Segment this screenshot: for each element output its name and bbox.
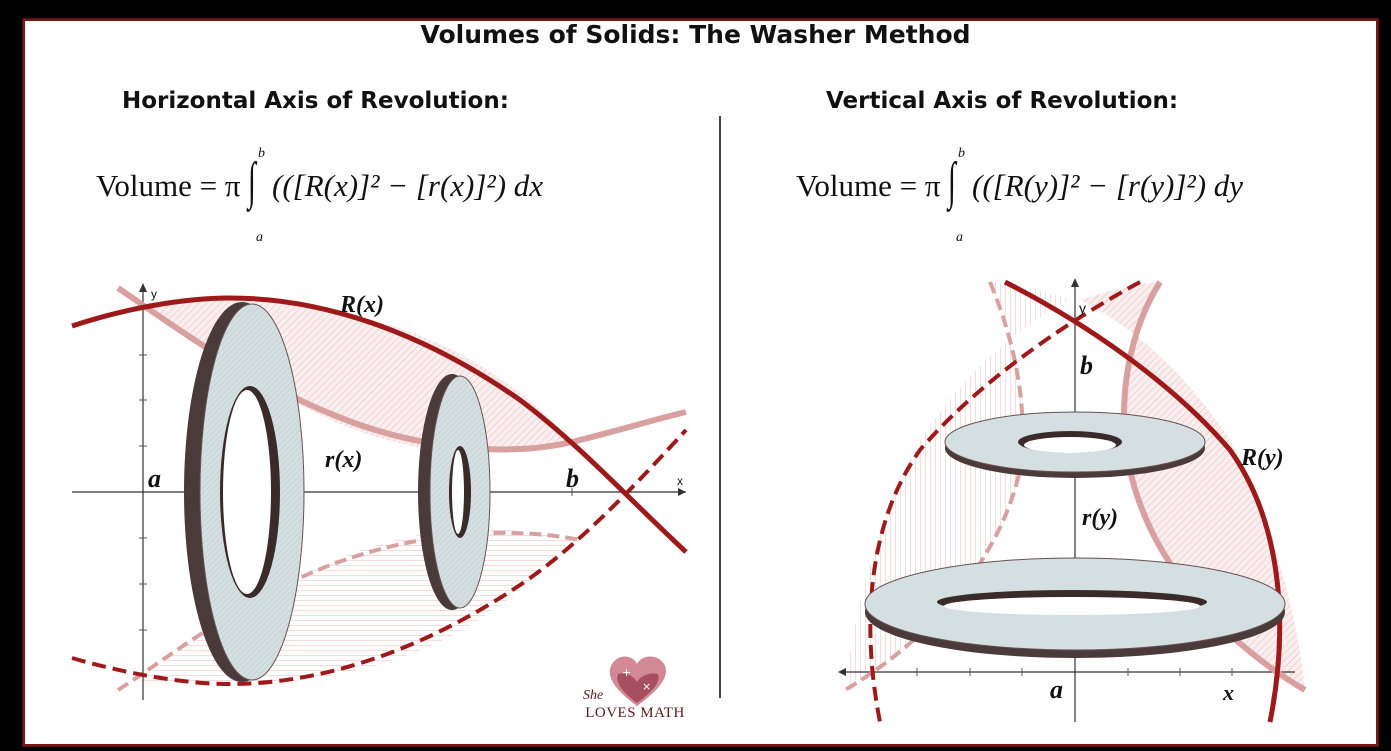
upper-limit: b (958, 146, 965, 161)
vertical-figure: R(y) r(y) a b x y (838, 278, 1307, 723)
integral-sign: ∫ (248, 153, 256, 210)
x-axis-left-arrow (838, 668, 846, 676)
washer-lower (864, 557, 1286, 658)
washer-large (184, 302, 305, 682)
logo-heart-icon: + × (609, 656, 666, 706)
curve-r-left (843, 281, 1025, 692)
y-axis-label: y (1079, 300, 1086, 316)
formula-lhs: Volume = π (96, 168, 241, 203)
curve-r-bottom (116, 530, 581, 692)
y-axis-arrow (1071, 278, 1079, 287)
y-axis-arrow (139, 283, 147, 292)
x-ticks (916, 668, 1233, 676)
divider-line (719, 116, 721, 698)
label-a: a (1050, 675, 1063, 704)
page-title: Volumes of Solids: The Washer Method (420, 20, 971, 49)
washer-small (418, 374, 491, 610)
x-axis-label: x (677, 474, 683, 488)
curve-R-top (71, 295, 688, 554)
label-R-of-y: R(y) (1240, 445, 1284, 471)
curve-R-bottom (71, 428, 688, 687)
heading-horizontal: Horizontal Axis of Revolution: (122, 88, 509, 114)
formula-lhs: Volume = π (796, 168, 941, 203)
logo-script: She (583, 688, 604, 703)
label-R-of-x: R(x) (339, 292, 384, 318)
x-axis-label: x (1222, 680, 1234, 705)
heading-vertical: Vertical Axis of Revolution: (826, 88, 1179, 114)
y-ticks (139, 354, 147, 631)
washer-upper (944, 411, 1206, 478)
y-axis-label: y (151, 287, 157, 301)
lower-limit: a (256, 230, 263, 245)
curve-R-left (868, 280, 1141, 723)
upper-limit: b (258, 146, 265, 161)
svg-text:×: × (642, 680, 651, 693)
label-a: a (148, 464, 161, 493)
lower-limit: a (956, 230, 963, 245)
integral-sign: ∫ (948, 153, 956, 210)
svg-text:+: + (622, 666, 631, 679)
label-r-of-y: r(y) (1082, 505, 1118, 531)
logo-name: LOVES MATH (585, 705, 685, 721)
horizontal-figure: R(x) r(x) a b x y (71, 283, 688, 700)
formula-body: (([R(x)]² − [r(x)]²) dx (272, 168, 544, 203)
label-r-of-x: r(x) (325, 447, 362, 473)
label-b: b (566, 464, 579, 493)
curve-R-right (1003, 279, 1283, 723)
formula-body: (([R(y)]² − [r(y)]²) dy (972, 168, 1244, 203)
label-b: b (1080, 351, 1093, 380)
x-axis-arrow (678, 488, 686, 496)
